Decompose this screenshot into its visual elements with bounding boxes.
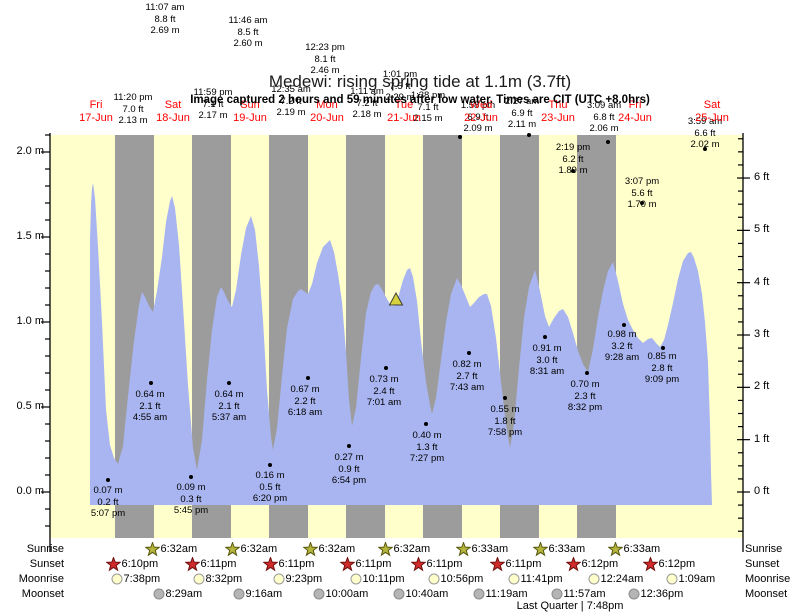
tide-event-dot [306,376,310,380]
tide-event-dot [189,475,193,479]
tide-event-dot [503,396,507,400]
moon-phase-label: Last Quarter | 7:48pm [516,600,624,612]
moonset-row-label-right: Moonset [745,588,788,600]
tide-event-dot [527,133,531,137]
sunrise-row-label-right: Sunrise [745,543,783,555]
moonrise-row-label-right: Moonrise [745,573,791,585]
tide-event-dot [606,140,610,144]
sunset-row-label-left: Sunset [29,558,64,570]
moonset-row-label-left: Moonset [21,588,64,600]
sunset-row-label-right: Sunset [745,558,780,570]
chart-subtitle: Image captured 2 hours and 59 minutes af… [190,94,650,106]
tide-event-dot [384,366,388,370]
moonrise-row-label-left: Moonrise [18,573,64,585]
tide-event-dot [543,335,547,339]
current-time-marker [388,291,404,306]
tide-event-dot [571,169,575,173]
tide-event-dot [640,201,644,205]
tide-event-dot [347,444,351,448]
tide-event-dot [622,323,626,327]
tide-event-dot [458,135,462,139]
tide-event-dot [467,351,471,355]
tide-event-dot [268,463,272,467]
sunrise-row-label-left: Sunrise [26,543,64,555]
tide-event-dot [227,381,231,385]
tide-event-dot [424,422,428,426]
tide-event-dot [149,381,153,385]
tide-event-dot [585,371,589,375]
tide-event-dot [703,147,707,151]
tide-water-area [90,183,712,505]
tide-event-dot [106,478,110,482]
tide-event-dot [661,346,665,350]
page-title: Medewi: rising spring tide at 1.1m (3.7f… [268,72,572,91]
